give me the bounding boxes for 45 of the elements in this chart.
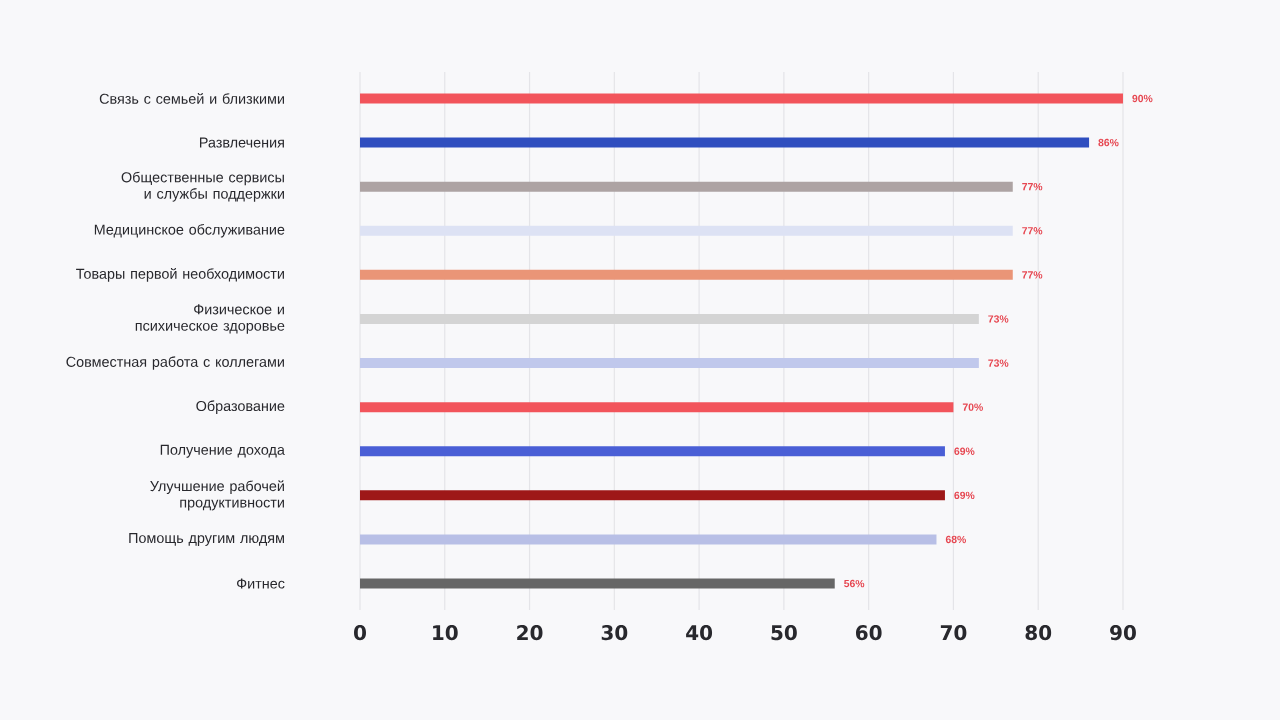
bar [360, 534, 937, 545]
y-tick-label: Общественные сервисы и службы поддержки [121, 171, 284, 202]
y-tick-label: Связь с семьей и близкими [99, 93, 284, 104]
x-tick-label: 70 [940, 625, 967, 641]
data-label: 70% [962, 403, 983, 411]
data-label: 69% [954, 447, 975, 455]
data-label: 69% [954, 491, 975, 500]
data-label: 86% [1098, 138, 1119, 147]
bar [360, 578, 835, 589]
data-label: 90% [1132, 94, 1153, 103]
y-tick-label: Получение дохода [160, 444, 285, 458]
y-tick-label: Помощь другим людям [129, 533, 284, 546]
bar [360, 269, 1013, 280]
bar [360, 313, 979, 324]
bar [360, 93, 1123, 104]
bar [360, 402, 954, 413]
x-tick-label: 20 [517, 625, 543, 641]
bar [360, 137, 1090, 148]
y-tick-label: Фитнес [237, 578, 285, 589]
bar [360, 446, 945, 457]
data-label: 56% [844, 579, 865, 588]
bar [360, 490, 945, 501]
x-tick-label: 90 [1110, 625, 1136, 641]
data-label: 77% [1022, 271, 1043, 279]
y-tick-label: Образование [196, 400, 285, 414]
x-tick-label: 10 [433, 625, 458, 641]
y-tick-label: Товары первой необходимости [76, 268, 284, 282]
bar [360, 181, 1013, 192]
x-tick-label: 80 [1025, 625, 1052, 641]
data-label: 77% [1022, 227, 1043, 235]
data-label: 77% [1022, 183, 1043, 191]
x-tick-label: 0 [354, 625, 366, 641]
data-label: 68% [945, 535, 966, 544]
y-tick-label: Совместная работа с коллегами [66, 356, 284, 370]
y-tick-label: Физическое и психическое здоровье [135, 304, 285, 334]
x-tick-label: 60 [855, 625, 882, 641]
y-tick-label: Медицинское обслуживание [94, 223, 285, 238]
x-tick-label: 40 [686, 625, 713, 641]
data-label: 73% [988, 315, 1009, 323]
x-tick-label: 50 [771, 625, 797, 641]
y-tick-label: Улучшение рабочей продуктивности [150, 480, 284, 511]
y-tick-label: Развлечения [200, 137, 284, 148]
data-label: 73% [988, 359, 1009, 367]
bar [360, 358, 979, 369]
x-tick-label: 30 [601, 625, 628, 641]
